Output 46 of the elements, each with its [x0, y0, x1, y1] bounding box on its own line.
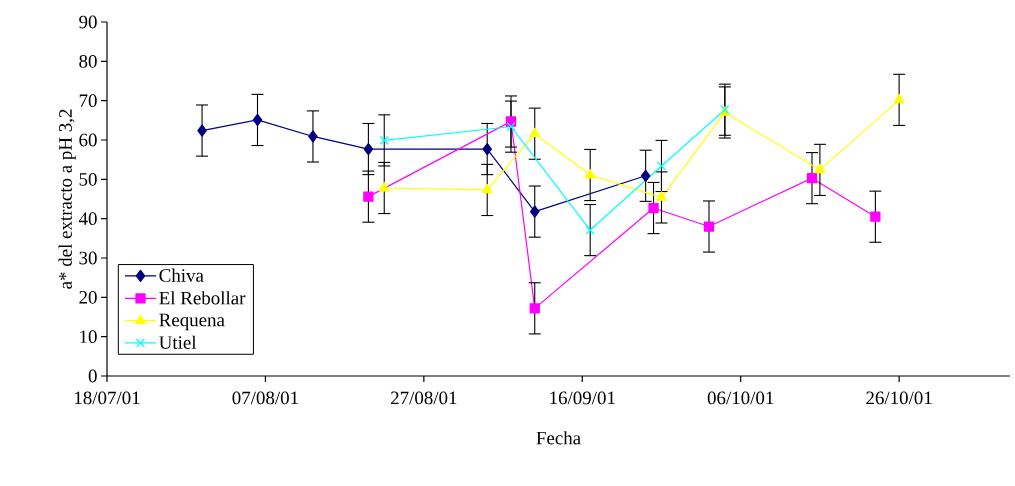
point: [363, 191, 374, 202]
point: [378, 181, 390, 192]
x-tick-label: 18/07/01: [75, 391, 140, 405]
point: [648, 202, 659, 214]
y-tick-label: 80: [79, 54, 97, 68]
point: [640, 169, 651, 182]
point: [656, 191, 667, 201]
point: [379, 135, 389, 145]
point: [482, 142, 492, 156]
point: [481, 183, 493, 194]
legend-label: Chiva: [159, 268, 204, 282]
y-tick-label: 20: [79, 290, 97, 304]
legend-label: Requena: [159, 313, 225, 331]
x-axis-title: Fecha: [536, 431, 581, 445]
x-tick-label: 16/09/01: [550, 391, 615, 405]
point: [363, 142, 374, 156]
x-tick-label: 06/10/01: [707, 391, 774, 405]
point: [506, 122, 516, 132]
point: [197, 124, 207, 137]
x-tick-label: 26/10/01: [866, 391, 932, 405]
y-tick-label: 30: [79, 251, 97, 265]
y-tick-label: 50: [79, 172, 97, 186]
y-tick-label: 0: [88, 369, 97, 383]
point: [252, 113, 263, 127]
point: [529, 205, 540, 218]
point: [308, 130, 318, 143]
point: [584, 168, 596, 179]
y-tick-label: 40: [78, 212, 97, 226]
legend-label: El Rebollar: [159, 291, 246, 305]
legend-label: Utiel: [159, 335, 197, 349]
y-axis-title: a* del extracto a pH 3,2: [58, 109, 76, 289]
y-tick-label: 60: [79, 133, 97, 147]
point: [656, 161, 667, 171]
point: [814, 163, 826, 174]
point: [703, 221, 715, 232]
point: [585, 225, 595, 235]
x-tick-label: 07/08/01: [232, 391, 298, 405]
point: [870, 211, 881, 222]
x-tick-label: 27/08/01: [391, 391, 457, 405]
point: [893, 93, 905, 104]
point: [529, 127, 541, 138]
y-tick-label: 90: [79, 15, 97, 29]
y-tick-label: 70: [79, 94, 97, 108]
point: [529, 303, 540, 314]
y-tick-label: 10: [80, 330, 97, 344]
point: [806, 173, 818, 184]
